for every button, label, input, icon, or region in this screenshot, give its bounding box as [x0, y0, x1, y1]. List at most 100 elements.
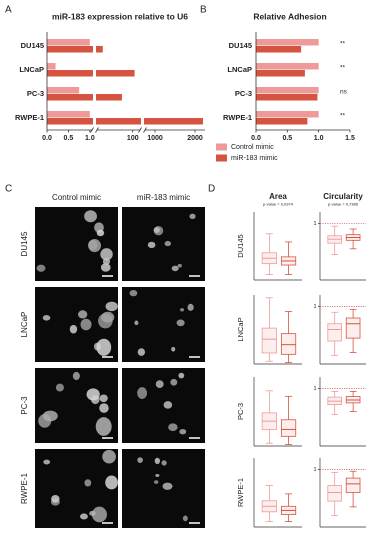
panel-label: A — [5, 5, 12, 16]
box — [345, 477, 361, 493]
y-tick-label: 1 — [313, 304, 316, 310]
cell — [189, 213, 196, 219]
cell — [163, 401, 173, 409]
box — [327, 323, 343, 342]
axis-break-mark — [138, 127, 142, 133]
cell — [137, 457, 143, 463]
cell — [105, 475, 118, 490]
cell — [171, 265, 179, 272]
cell — [137, 387, 148, 399]
cell — [154, 457, 161, 465]
category-label: LNCaP — [227, 65, 252, 74]
cell — [180, 308, 185, 312]
row-label: RWPE-1 — [20, 472, 29, 504]
cell — [100, 263, 111, 272]
bar — [256, 39, 319, 46]
cell — [161, 460, 167, 466]
cell — [100, 248, 113, 261]
x-tick-label: 0.5 — [64, 135, 74, 142]
cell — [69, 324, 78, 334]
bar — [256, 94, 318, 101]
cell — [42, 410, 58, 422]
axis-break-mark — [143, 127, 147, 133]
bar — [47, 94, 122, 101]
cell — [153, 480, 159, 484]
category-label: DU145 — [229, 41, 252, 50]
row-label: PC-3 — [236, 403, 245, 420]
y-tick-label: 1 — [313, 386, 316, 392]
axis-break-gap — [93, 32, 96, 129]
cell — [162, 482, 173, 490]
significance-label: ** — [340, 41, 346, 48]
cell — [51, 494, 60, 503]
axis-break-gap — [141, 32, 144, 129]
micrograph — [122, 207, 205, 281]
bar — [256, 46, 302, 53]
cell — [42, 315, 51, 321]
box — [280, 333, 297, 355]
cell — [164, 240, 172, 247]
column-title: Circularity — [323, 192, 363, 201]
cell — [36, 264, 46, 272]
cell — [177, 263, 182, 268]
cell — [147, 241, 156, 249]
bar — [47, 118, 203, 125]
cell — [78, 310, 88, 319]
row-label: DU145 — [20, 231, 29, 256]
panel-label: B — [200, 5, 207, 16]
bar — [47, 87, 80, 94]
row-label: LNCaP — [20, 312, 29, 338]
cell — [168, 423, 178, 432]
cell — [129, 289, 138, 297]
box — [280, 419, 297, 437]
bar — [47, 46, 103, 53]
bar — [47, 63, 56, 70]
chart-title: Relative Adhesion — [253, 11, 326, 21]
y-tick-label: 1 — [313, 467, 316, 473]
bar — [47, 39, 90, 46]
cell — [99, 394, 108, 403]
chart-title: miR-183 expression relative to U6 — [52, 11, 188, 21]
cell — [96, 229, 105, 237]
cell — [72, 371, 80, 381]
cell — [170, 378, 178, 386]
cell — [182, 515, 188, 522]
cell — [84, 479, 92, 487]
cell — [176, 319, 185, 327]
cell — [105, 301, 118, 312]
cell — [43, 459, 51, 465]
x-tick-label: 0.0 — [251, 135, 261, 142]
x-tick-label: 1.5 — [345, 135, 355, 142]
row-label: RWPE-1 — [236, 478, 245, 507]
cell — [96, 338, 112, 356]
cell — [153, 227, 160, 233]
cell — [155, 474, 160, 477]
bar — [256, 70, 305, 77]
box — [327, 485, 343, 502]
x-tick-label: 1000 — [147, 135, 163, 142]
significance-label: ns — [340, 89, 348, 96]
legend-label: miR-183 mimic — [231, 155, 278, 162]
x-tick-label: 100 — [127, 135, 139, 142]
column-subtitle: p-value = 0,0374 — [263, 202, 294, 207]
cell — [89, 510, 96, 516]
micrograph — [122, 368, 205, 443]
cell — [155, 380, 164, 388]
cell — [95, 417, 112, 436]
bar — [47, 111, 90, 118]
category-label: LNCaP — [19, 65, 44, 74]
category-label: PC-3 — [235, 89, 252, 98]
category-label: RWPE-1 — [223, 113, 252, 122]
cell — [99, 403, 109, 413]
bar — [47, 70, 135, 77]
significance-label: ** — [340, 113, 346, 120]
column-label: miR-183 mimic — [137, 193, 190, 202]
panel-label: D — [208, 184, 215, 195]
cell — [134, 320, 139, 326]
panel-label: C — [5, 184, 12, 195]
cell — [187, 303, 194, 311]
cell — [91, 506, 107, 523]
column-title: Area — [269, 192, 287, 201]
